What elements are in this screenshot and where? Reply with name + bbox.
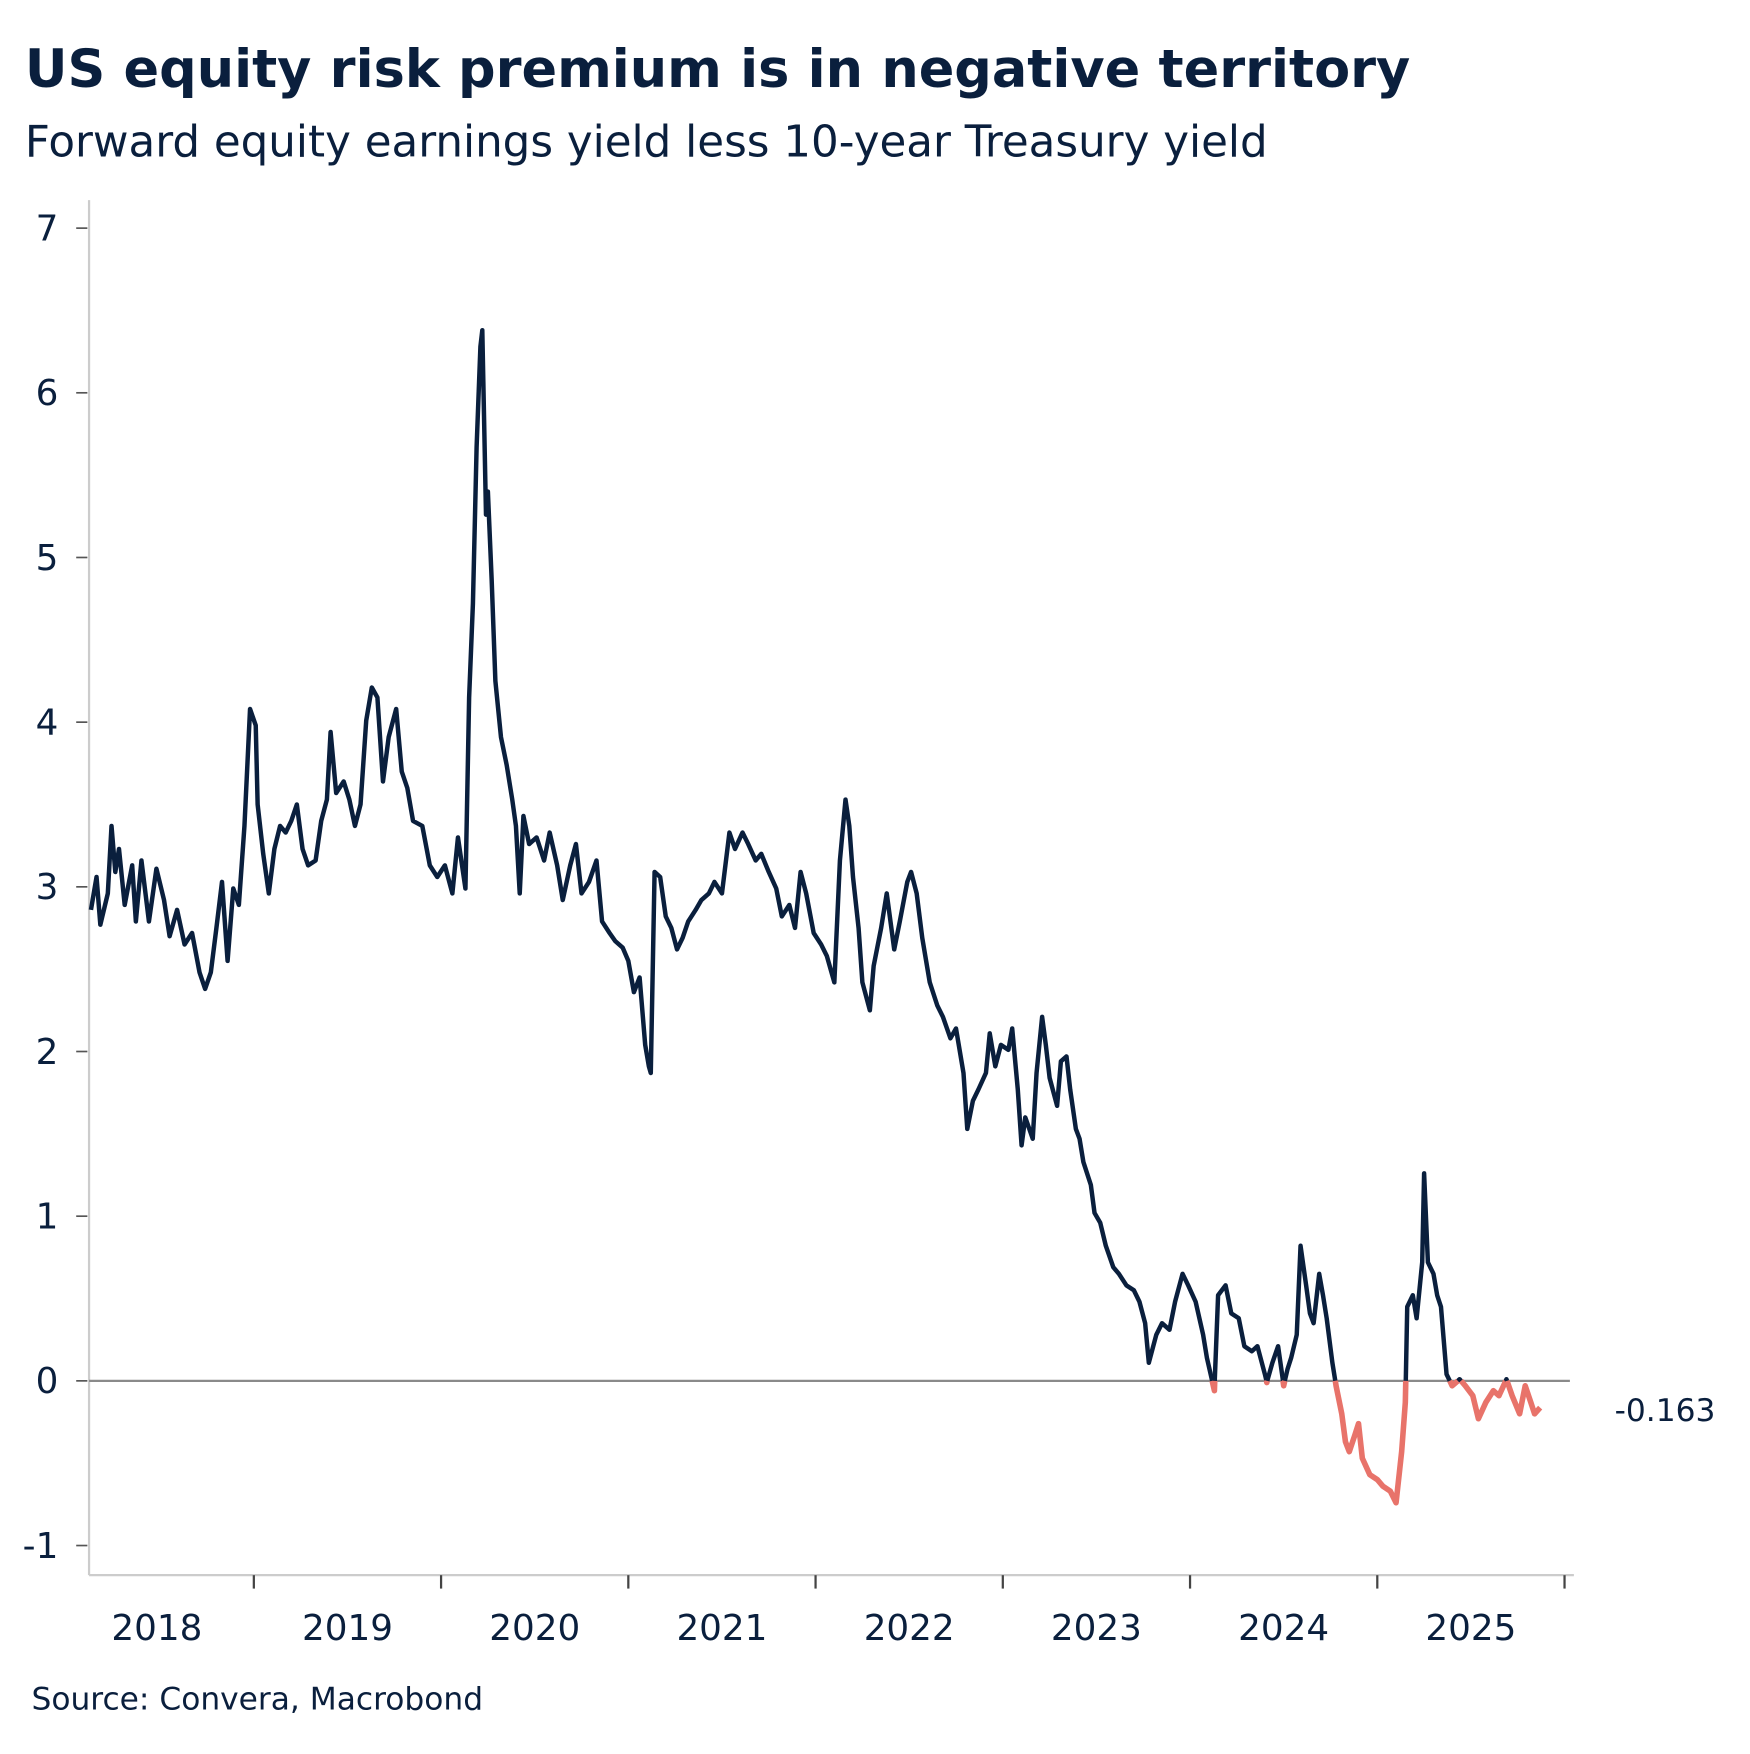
y-tick-label: 3 bbox=[36, 867, 59, 908]
y-tick-label: 1 bbox=[36, 1196, 59, 1237]
y-tick-label: 7 bbox=[36, 208, 59, 249]
negative-segment bbox=[1447, 1378, 1460, 1389]
y-tick-label: -1 bbox=[23, 1526, 59, 1567]
negative-segment bbox=[1504, 1379, 1543, 1417]
positive-segment bbox=[1265, 1343, 1286, 1382]
x-tick-label: 2024 bbox=[1238, 1608, 1329, 1649]
last-value-label: -0.163 bbox=[1615, 1393, 1716, 1429]
chart-subtitle: Forward equity earnings yield less 10-ye… bbox=[25, 117, 1268, 167]
negative-segment bbox=[1263, 1379, 1270, 1386]
positive-segment bbox=[1403, 1171, 1452, 1382]
positive-segment bbox=[88, 328, 1215, 1382]
y-tick-label: 5 bbox=[36, 538, 59, 579]
x-tick-label: 2018 bbox=[111, 1608, 202, 1649]
x-tick-label: 2021 bbox=[676, 1608, 767, 1649]
x-tick-label: 2022 bbox=[864, 1608, 955, 1649]
negative-segment bbox=[1209, 1380, 1218, 1394]
axes: 7 6 5 4 3 2 1 0 -1 2018 2019 2020 2021 2022 2023 2024 20… bbox=[23, 200, 1574, 1649]
x-tick-label: 2025 bbox=[1425, 1608, 1516, 1649]
positive-segment bbox=[1282, 1243, 1338, 1382]
y-tick-label: 4 bbox=[36, 702, 59, 743]
negative-segment bbox=[1332, 1380, 1409, 1506]
x-tick-label: 2020 bbox=[489, 1608, 580, 1649]
series-lines bbox=[88, 328, 1543, 1506]
negative-segment bbox=[1458, 1379, 1509, 1422]
y-tick-label: 0 bbox=[36, 1361, 59, 1402]
y-tick-label: 2 bbox=[36, 1032, 59, 1073]
negative-segment bbox=[1280, 1380, 1288, 1389]
source-note: Source: Convera, Macrobond bbox=[32, 1681, 484, 1717]
positive-segment bbox=[1456, 1376, 1463, 1383]
positive-segment bbox=[1212, 1283, 1269, 1382]
y-tick-label: 6 bbox=[36, 373, 59, 414]
positive-segment bbox=[1503, 1376, 1510, 1382]
x-tick-label: 2019 bbox=[302, 1608, 393, 1649]
x-tick-label: 2023 bbox=[1051, 1608, 1142, 1649]
chart-title: US equity risk premium is in negative te… bbox=[25, 39, 1410, 100]
